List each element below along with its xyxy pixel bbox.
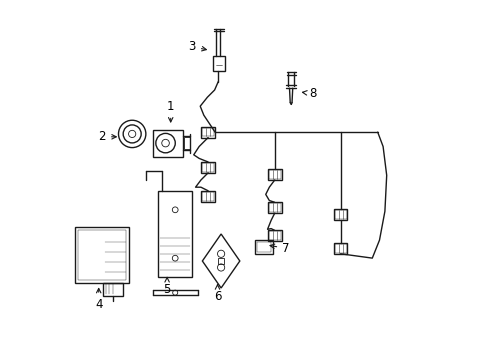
Text: 7: 7: [269, 242, 289, 255]
Text: 1: 1: [166, 100, 174, 122]
Text: 4: 4: [95, 288, 102, 311]
Text: 5: 5: [163, 277, 170, 296]
Text: 6: 6: [213, 284, 221, 303]
Text: 8: 8: [302, 87, 316, 100]
Text: 2: 2: [99, 130, 116, 143]
Text: 3: 3: [188, 40, 206, 53]
